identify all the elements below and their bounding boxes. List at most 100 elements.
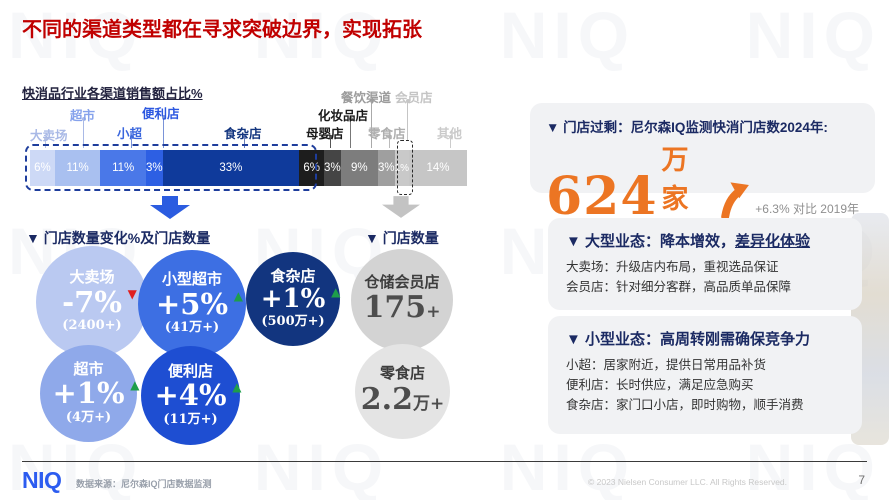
panel-small-format: ▼ 小型业态：高周转刚需确保竞争力 小超：居家附近，提供日常用品补货 便利店：长… (548, 316, 862, 434)
bar-segment: 1% (394, 150, 410, 186)
blue-group-highlight-box (25, 144, 317, 191)
bar-label-foodservice: 餐饮渠道 (341, 91, 392, 105)
segment-value: 11% (112, 162, 135, 174)
bubble-name: 大卖场 (69, 269, 115, 286)
circle-count: 175+ (363, 290, 441, 326)
bubble-count: (11万+) (163, 411, 218, 427)
segment-value: 33% (219, 162, 243, 174)
store-count-big-number: 624 (546, 165, 658, 227)
panel-line: 便利店：长时供应，满足应急购买 (566, 378, 754, 392)
bar-segment: 14% (409, 150, 467, 186)
change-value: +5% (155, 286, 229, 321)
bubble-count: (500万+) (261, 313, 325, 329)
watermark-row: NIQ NIQ NIQ NIQ (0, 434, 889, 500)
label-connector (129, 135, 134, 148)
bar-segment: 11% (100, 150, 146, 186)
page-title: 不同的渠道类型都在寻求突破边界，实现拓张 (22, 19, 422, 41)
label-connector (448, 135, 453, 148)
label-connector (81, 117, 86, 148)
panel-header: ▼ 门店过剩：尼尔森IQ监测快消门店数2024年: (546, 120, 828, 135)
big-number-row: 624 万家 +6.3% 对比 2019年 (546, 138, 859, 227)
copyright-text: © 2023 Nielsen Consumer LLC. All Rights … (588, 477, 788, 487)
niq-watermark-text: NIQ (745, 0, 881, 72)
bubble-count: (41万+) (164, 320, 220, 336)
circle-warehouse-club: 仓储会员店 175+ (351, 249, 453, 351)
bar-segment: 9% (340, 150, 378, 186)
stacked-bar-chart: 6% 11% 11% 3% 33% 6% 3% 9% 3% 1% 14% (30, 150, 467, 186)
bar-segment: 33% (162, 150, 300, 186)
bubble-change: -7% ▼ (62, 284, 137, 319)
header-prefix: ▼ 大型业态：降本增效， (566, 233, 736, 250)
segment-value: 9% (350, 162, 368, 174)
store-change-section-header: ▼ 门店数量变化%及门店数量 (26, 230, 211, 246)
trend-up-icon: ▲ (233, 288, 244, 303)
label-connector (387, 135, 392, 148)
bar-label-convenience: 便利店 (142, 107, 180, 121)
circle-name: 仓储会员店 (364, 273, 440, 291)
bar-segment: 11% (54, 150, 101, 186)
bar-label-grocery: 食杂店 (224, 127, 262, 141)
bubble-mini-supermarket: 小型超市 +5% ▲ (41万+) (138, 250, 246, 358)
chart-title: 快消品行业各渠道销售额占比% (22, 86, 203, 101)
label-connector (348, 117, 353, 148)
niq-watermark-text: NIQ (253, 430, 390, 500)
header-underlined: 差异化体验 (735, 233, 811, 250)
bar-label-cosmetics: 化妆品店 (318, 109, 369, 123)
bar-segment: 3% (324, 150, 341, 186)
bar-label-others: 其他 (437, 127, 463, 141)
label-connector (242, 135, 247, 148)
bar-label-supermarket: 超市 (70, 109, 96, 123)
count-value: 175 (363, 290, 427, 325)
change-value: -7% (62, 284, 122, 319)
bubble-change: +1% ▲ (260, 284, 341, 315)
panel-store-overview: ▼ 门店过剩：尼尔森IQ监测快消门店数2024年: 624 万家 +6.3% 对… (530, 103, 875, 222)
trend-up-icon: ▲ (331, 285, 341, 300)
panel-header: ▼ 小型业态：高周转刚需确保竞争力 (566, 331, 811, 348)
change-value: +4% (154, 378, 227, 412)
panel-large-format: ▼ 大型业态：降本增效，差异化体验 大卖场：升级店内布局，重视选品保证 会员店：… (548, 218, 862, 310)
bar-label-snack-store: 零食店 (368, 127, 406, 141)
circle-name: 零食店 (379, 365, 425, 382)
change-value: +1% (260, 284, 326, 315)
comparison-note: +6.3% 对比 2019年 (755, 202, 859, 216)
bar-segment: 3% (377, 150, 395, 186)
bar-segment: 6% (30, 150, 55, 186)
gray-down-arrow-icon (382, 196, 420, 218)
membership-segment-highlight-box (397, 140, 413, 195)
bar-label-baby-store: 母婴店 (306, 127, 344, 141)
label-connector (369, 99, 374, 148)
footer-divider (22, 461, 867, 462)
segment-value: 3% (324, 162, 341, 174)
circle-count: 2.2万+ (360, 381, 445, 418)
segment-value: 1% (394, 162, 410, 174)
bubble-count: (4万+) (65, 409, 112, 425)
segment-value: 3% (145, 162, 163, 174)
trend-up-icon: ▲ (232, 380, 242, 394)
niq-watermark-text: NIQ (499, 430, 636, 500)
panel-line: 大卖场：升级店内布局，重视选品保证 (566, 260, 779, 274)
bubble-convenience: 便利店 +4% ▲ (11万+) (141, 346, 242, 445)
page-number: 7 (858, 473, 865, 487)
circle-snack-store: 零食店 2.2万+ (355, 344, 450, 439)
count-suffix: 万+ (412, 393, 445, 414)
panel-line: 小超：居家附近，提供日常用品补货 (566, 358, 767, 372)
label-connector (161, 115, 166, 148)
panel-line: 食杂店：家门口小店，即时购物，顺手消费 (566, 398, 804, 412)
segment-value: 3% (377, 162, 395, 174)
bubble-change: +5% ▲ (155, 286, 243, 321)
bar-label-mini-super: 小超 (117, 127, 143, 141)
bubble-name: 超市 (73, 360, 104, 378)
bar-label-hypermarket: 大卖场 (30, 129, 68, 143)
orange-up-arrow-icon (721, 182, 750, 219)
count-value: 2.2 (360, 381, 413, 417)
count-suffix: + (426, 302, 441, 322)
segment-value: 14% (426, 162, 450, 174)
bubble-name: 小型超市 (161, 271, 222, 288)
bubble-count: (2400+) (62, 318, 122, 334)
trend-up-icon: ▲ (130, 378, 140, 392)
niq-watermark-text: NIQ (499, 0, 636, 72)
bubble-change: +4% ▲ (154, 378, 241, 412)
label-connector (328, 135, 333, 148)
segment-value: 11% (66, 162, 89, 174)
bar-segment: 3% (145, 150, 163, 186)
